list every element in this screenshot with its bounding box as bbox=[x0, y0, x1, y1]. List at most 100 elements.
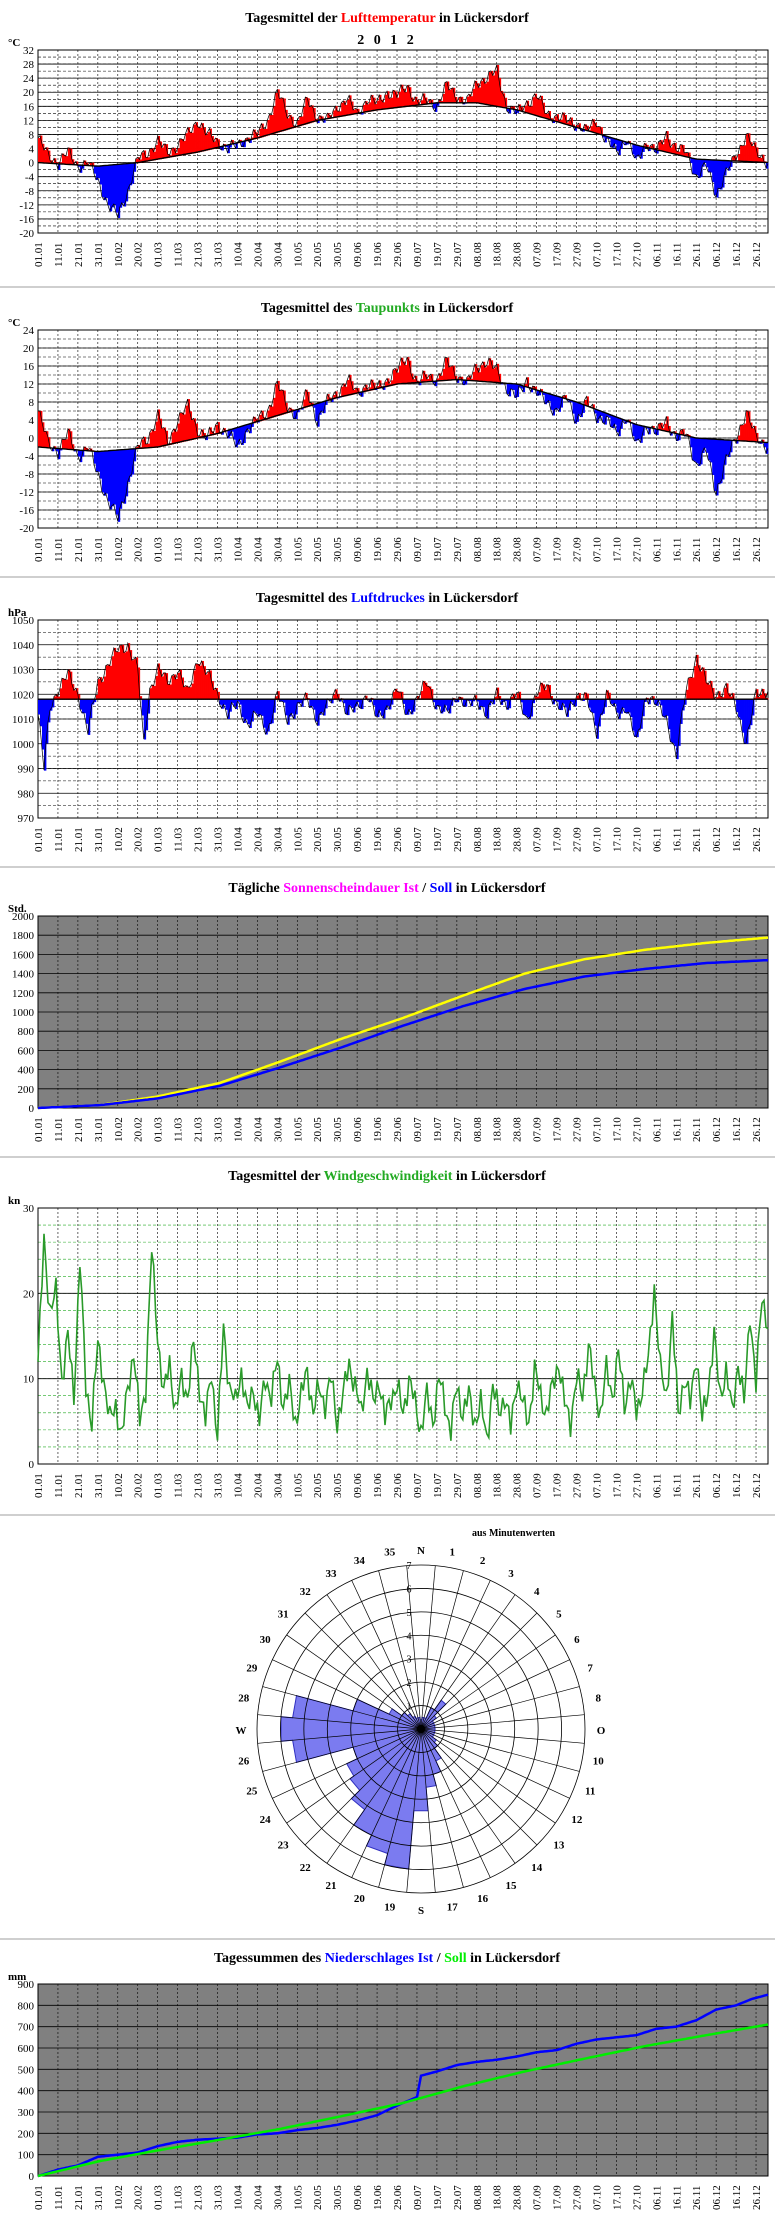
data-bar bbox=[185, 685, 188, 700]
data-bar bbox=[664, 423, 667, 432]
rose-spoke bbox=[420, 1612, 538, 1730]
x-tick-label: 19.07 bbox=[432, 2185, 444, 2210]
x-tick-label: 17.10 bbox=[611, 1117, 623, 1142]
data-bar bbox=[173, 147, 177, 157]
data-bar bbox=[566, 122, 569, 125]
data-bar bbox=[458, 696, 462, 700]
x-tick-label: 01.03 bbox=[153, 2185, 165, 2210]
data-bar bbox=[289, 699, 292, 717]
rose-spoke bbox=[420, 1686, 580, 1730]
data-bar bbox=[506, 108, 510, 112]
data-bar bbox=[450, 699, 454, 706]
y-tick-label: 1040 bbox=[12, 640, 35, 652]
data-bar bbox=[161, 676, 165, 700]
y-tick-label: 1000 bbox=[12, 739, 35, 751]
data-bar bbox=[63, 155, 67, 165]
title-part: Luftdruckes bbox=[351, 591, 425, 606]
data-bar bbox=[582, 404, 585, 413]
data-bar bbox=[510, 106, 514, 110]
data-bar bbox=[53, 696, 57, 700]
data-bar bbox=[436, 102, 440, 106]
chart-pressure: Tagesmittel des Luftdruckes in Lückersdo… bbox=[8, 591, 769, 852]
title-part: Tagessummen des bbox=[214, 1951, 325, 1966]
y-tick-label: -4 bbox=[25, 451, 35, 463]
data-bar bbox=[227, 430, 230, 439]
x-tick-label: 10.04 bbox=[232, 1117, 244, 1142]
data-bar bbox=[269, 114, 272, 135]
x-tick-label: 26.12 bbox=[751, 827, 763, 852]
data-bar bbox=[301, 408, 304, 410]
x-tick-label: 20.05 bbox=[312, 242, 324, 267]
data-bar bbox=[223, 699, 226, 705]
data-bar bbox=[209, 427, 212, 436]
data-bar bbox=[347, 699, 350, 716]
actual-line bbox=[37, 64, 769, 219]
data-bar bbox=[111, 656, 115, 700]
x-tick-label: 27.09 bbox=[572, 1117, 584, 1142]
rose-cardinal: O bbox=[597, 1725, 606, 1737]
plot-border bbox=[37, 915, 769, 1109]
data-bar bbox=[83, 699, 87, 714]
data-bar bbox=[107, 664, 111, 700]
data-bar bbox=[87, 699, 91, 735]
data-bar bbox=[494, 367, 498, 383]
data-bar bbox=[696, 654, 699, 700]
data-bar bbox=[540, 95, 544, 118]
data-bar bbox=[514, 383, 518, 398]
data-bar bbox=[81, 165, 85, 169]
data-bar bbox=[93, 699, 97, 703]
data-bar bbox=[95, 451, 99, 473]
data-bar bbox=[594, 408, 597, 414]
y-tick-label: 4 bbox=[29, 144, 35, 156]
data-bar bbox=[385, 381, 388, 388]
x-tick-label: 21.03 bbox=[193, 2185, 205, 2210]
data-bar bbox=[694, 437, 697, 462]
data-bar bbox=[187, 399, 190, 441]
x-tick-label: 28.08 bbox=[512, 2185, 524, 2210]
y-tick-label: 1010 bbox=[12, 714, 35, 726]
data-bar bbox=[391, 380, 394, 386]
y-tick-label: 700 bbox=[18, 2022, 35, 2034]
data-bar bbox=[596, 126, 599, 134]
data-bar bbox=[241, 699, 244, 718]
data-bar bbox=[696, 438, 699, 464]
x-tick-label: 17.09 bbox=[552, 537, 564, 562]
data-bar bbox=[369, 699, 372, 703]
data-bar bbox=[612, 699, 615, 707]
data-bar bbox=[89, 162, 93, 167]
x-tick-label: 19.06 bbox=[372, 1117, 384, 1142]
data-bar bbox=[347, 99, 350, 116]
data-bar bbox=[213, 141, 216, 149]
data-bar bbox=[91, 162, 95, 167]
data-bar bbox=[468, 94, 472, 104]
x-tick-label: 29.06 bbox=[392, 827, 404, 852]
data-bar bbox=[546, 684, 550, 700]
data-bar bbox=[38, 699, 41, 715]
data-bar bbox=[604, 699, 607, 708]
data-bar bbox=[620, 699, 623, 714]
x-tick-label: 01.03 bbox=[153, 242, 165, 267]
rose-spoke bbox=[420, 1565, 436, 1730]
data-bar bbox=[436, 378, 440, 382]
plot-border bbox=[37, 1983, 769, 2177]
title-part: Taupunkts bbox=[356, 301, 421, 316]
x-tick-label: 20.04 bbox=[252, 537, 264, 562]
data-bar bbox=[51, 448, 55, 452]
x-tick-label: 21.01 bbox=[73, 1117, 85, 1142]
data-bar bbox=[688, 152, 691, 158]
x-tick-label: 30.04 bbox=[272, 827, 284, 852]
data-bar bbox=[558, 396, 561, 412]
data-bar bbox=[508, 699, 512, 709]
data-bar bbox=[420, 691, 424, 700]
data-bar bbox=[61, 678, 65, 700]
rose-spoke bbox=[420, 1728, 585, 1744]
plot-background bbox=[38, 1984, 768, 2176]
y-tick-label: 500 bbox=[18, 2064, 35, 2076]
data-bar bbox=[141, 439, 145, 449]
x-tick-label: 20.04 bbox=[252, 1473, 264, 1498]
data-bar bbox=[478, 699, 482, 710]
x-tick-label: 16.12 bbox=[731, 537, 743, 562]
data-bar bbox=[79, 165, 83, 173]
data-bar bbox=[502, 93, 506, 108]
data-bar bbox=[516, 109, 520, 113]
